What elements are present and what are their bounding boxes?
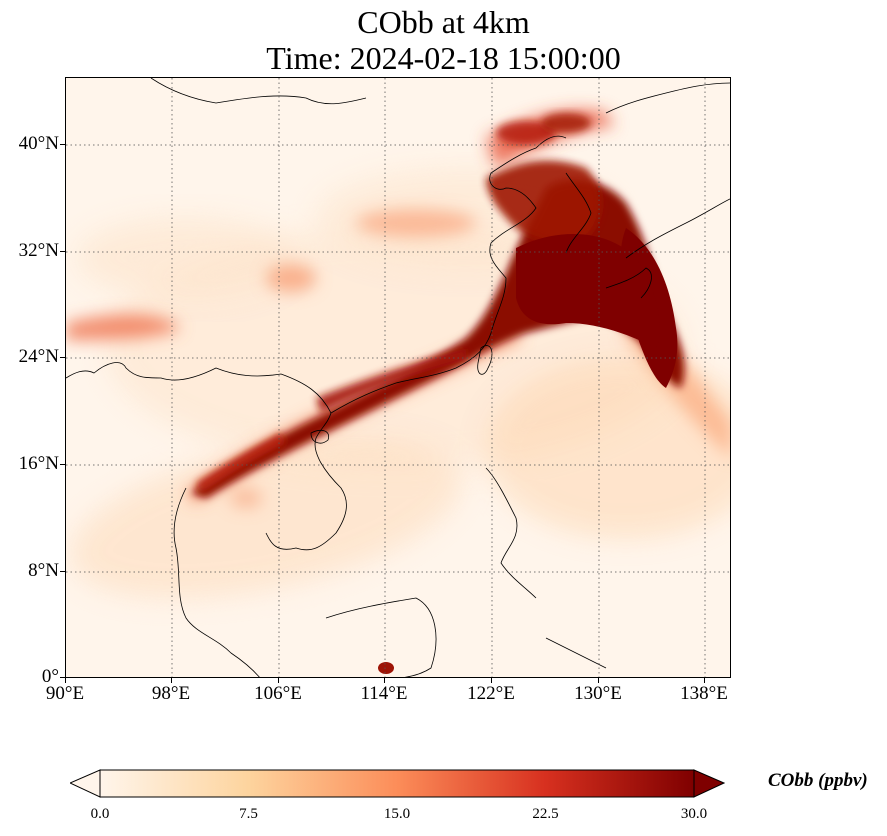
map-time-subtitle: Time: 2024-02-18 15:00:00 — [266, 40, 621, 76]
x-tick-label: 122°E — [467, 683, 515, 704]
colorbar-tick-label: 22.5 — [532, 806, 559, 822]
x-tick-mark — [278, 678, 279, 683]
x-tick-mark — [598, 678, 599, 683]
coastlines — [66, 78, 730, 677]
y-tick-mark — [60, 357, 65, 358]
colorbar-label: CObb (ppbv) — [768, 770, 868, 791]
x-tick-label: 138°E — [680, 683, 728, 704]
x-tick-label: 114°E — [360, 683, 408, 704]
y-tick-mark — [60, 144, 65, 145]
y-tick-label: 0° — [41, 666, 59, 687]
plume-dense — [191, 113, 685, 674]
y-tick-label: 8°N — [28, 560, 59, 581]
x-tick-label: 130°E — [574, 683, 622, 704]
map-canvas — [66, 78, 730, 677]
y-tick-label: 16°N — [18, 453, 59, 474]
x-tick-mark — [384, 678, 385, 683]
y-tick-label: 40°N — [18, 133, 59, 154]
x-tick-label: 90°E — [45, 683, 85, 704]
colorbar-tick-label: 0.0 — [90, 806, 110, 822]
colorbar-tick-label: 7.5 — [239, 806, 258, 822]
x-tick-mark — [491, 678, 492, 683]
y-tick-mark — [60, 571, 65, 572]
y-tick-mark — [60, 464, 65, 465]
gridlines — [66, 78, 730, 677]
colorbar-max-extend — [693, 769, 725, 798]
x-tick-mark — [171, 678, 172, 683]
map-title: CObb at 4km — [357, 4, 530, 40]
x-tick-label: 106°E — [254, 683, 302, 704]
colorbar-gradient — [99, 769, 695, 798]
x-tick-mark — [65, 678, 66, 683]
y-tick-mark — [60, 251, 65, 252]
y-tick-mark — [60, 677, 65, 678]
map-panel[interactable] — [65, 77, 731, 678]
y-tick-label: 24°N — [18, 346, 59, 367]
colorbar — [70, 769, 725, 798]
colorbar-tick-label: 15.0 — [383, 806, 411, 822]
y-tick-label: 32°N — [18, 240, 59, 261]
colorbar-tick-label: 30.0 — [680, 806, 708, 822]
x-tick-label: 98°E — [151, 683, 191, 704]
colorbar-min-extend — [70, 769, 101, 798]
x-tick-mark — [704, 678, 705, 683]
